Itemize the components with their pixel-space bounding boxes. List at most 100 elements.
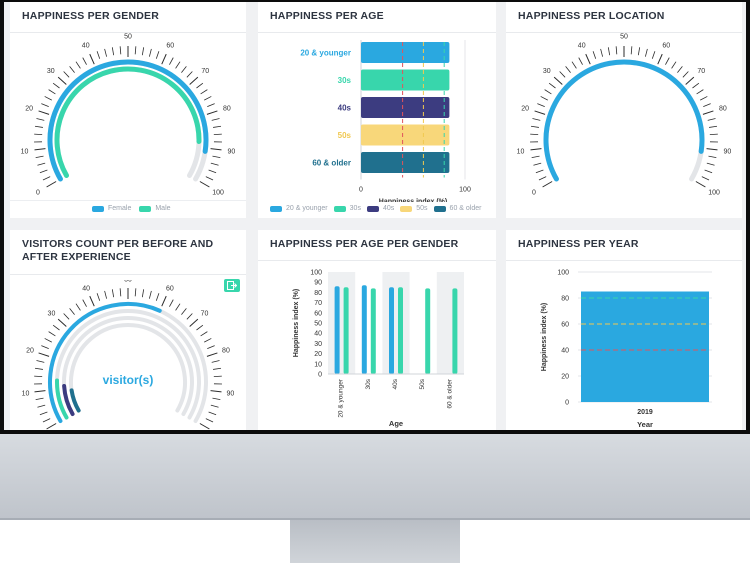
visitors-gauge: 0102030405060708090100visitor(s)	[22, 280, 234, 430]
gauge-tick	[169, 299, 174, 307]
gauge-tick-label: 100	[212, 190, 224, 197]
gauge-tick	[148, 290, 152, 299]
legend-label: Male	[155, 205, 171, 212]
category-label: 20 & younger	[300, 49, 351, 58]
gauge-tick-label: 30	[48, 311, 56, 318]
gauge-arc	[69, 388, 81, 413]
gauge-tick	[155, 51, 160, 59]
gauge-tick-label: 60	[166, 285, 174, 292]
gauge-tick	[96, 51, 101, 59]
gauge-tick-label: 10	[22, 390, 30, 397]
gauge-arc	[48, 302, 162, 423]
category-label: 2019	[637, 409, 653, 416]
card-title: HAPPINESS PER GENDER	[22, 10, 160, 22]
gauge-tick	[706, 162, 715, 166]
gauge-tick	[707, 118, 716, 121]
tick-label: 50	[314, 321, 322, 328]
gauge-tick	[677, 66, 683, 73]
gauge-tick	[36, 360, 45, 363]
legend-item[interactable]: 60 & older	[433, 205, 481, 212]
gauge-tick	[534, 110, 546, 115]
category-band	[328, 272, 356, 374]
gauge-center-label: visitor(s)	[103, 373, 154, 387]
gauge-tick	[213, 375, 222, 377]
gauge-tick	[82, 299, 87, 307]
location-gauge: 0 10 20 30 40 50 60 70 80 90 100	[517, 34, 732, 197]
bar	[425, 288, 431, 374]
gauge-tick	[63, 71, 70, 78]
legend-item[interactable]: 50s	[400, 205, 428, 212]
gauge-tick	[206, 110, 218, 115]
divider	[10, 200, 246, 201]
legend-swatch	[139, 205, 152, 212]
gauge-tick	[38, 110, 50, 115]
gauge-tick	[559, 71, 566, 78]
card-title: HAPPINESS PER AGE	[270, 10, 384, 22]
gauge-tick-label: 20	[25, 105, 33, 112]
bar	[361, 152, 450, 173]
gauge-tick-label: 50	[620, 34, 628, 41]
gauge-tick	[181, 308, 187, 315]
gauge-tick	[600, 48, 604, 57]
y-axis-label: Happiness index (%)	[293, 289, 300, 357]
gauge-tick	[533, 162, 542, 166]
gauge-tick	[42, 418, 51, 423]
legend-item[interactable]: Male	[139, 205, 171, 212]
bar	[361, 69, 450, 91]
gauge-tick-label: 0	[36, 190, 40, 197]
gender-gauge: 0 10 20 30 40 50 60 70 80 90 100	[21, 34, 236, 197]
gauge-tick	[189, 318, 199, 327]
gauge-track	[543, 59, 705, 182]
category-label: 40s	[392, 378, 399, 389]
tick-label: 10	[314, 361, 322, 368]
gauge-tick	[169, 57, 174, 65]
gauge-tick	[701, 176, 710, 181]
category-label: 30s	[338, 76, 352, 85]
tick-label: 80	[314, 290, 322, 297]
gauge-tick	[34, 148, 46, 151]
legend-label: 20 & younger	[286, 205, 328, 212]
gauge-tick	[537, 103, 545, 108]
card-visitors-count: VISITORS COUNT PER BEFORE AND AFTER EXPE…	[10, 230, 246, 430]
y-axis-label: Happiness index (%)	[541, 303, 548, 371]
gauge-arc	[62, 384, 75, 416]
gauge-tick	[199, 423, 210, 430]
gauge-tick	[207, 345, 215, 350]
gauge-tick	[186, 71, 193, 78]
gauge-tick	[208, 411, 217, 416]
card-happiness-per-age: HAPPINESS PER AGE 20 & younger 30s 40s 50s 6…	[258, 2, 496, 218]
gauge-tick	[89, 295, 95, 307]
gauge-tick-label: 30	[543, 68, 551, 75]
tick-label: 100	[557, 270, 569, 277]
bar	[343, 287, 349, 374]
gauge-tick	[96, 293, 101, 301]
legend-item[interactable]: Female	[92, 205, 131, 212]
divider	[10, 274, 246, 275]
divider	[258, 32, 496, 33]
gauge-tick-label: 20	[26, 348, 34, 355]
gauge-tick	[46, 423, 57, 430]
divider	[258, 260, 496, 261]
legend-item[interactable]: 40s	[366, 205, 394, 212]
x-axis-label: Happiness index (%)	[379, 199, 447, 203]
gauge-tick	[651, 51, 656, 59]
gauge-tick	[141, 289, 145, 298]
gauge-tick	[544, 89, 552, 95]
category-label: 60 & older	[446, 378, 453, 408]
tick-label: 40	[561, 348, 569, 355]
legend-item[interactable]: 20 & younger	[270, 205, 328, 212]
gauge-tick	[706, 148, 718, 151]
card-title: HAPPINESS PER AGE PER GENDER	[270, 238, 459, 250]
gauge-tick	[119, 288, 122, 297]
gauge-tick	[52, 324, 60, 331]
gauge-tick	[39, 411, 48, 416]
gauge-tick	[35, 397, 44, 401]
export-button[interactable]	[224, 279, 240, 292]
gauge-tick	[34, 375, 43, 377]
gauge-tick	[615, 46, 618, 55]
gauge-tick	[57, 318, 67, 327]
gauge-tick	[682, 71, 689, 78]
gauge-tick-label: 70	[201, 68, 209, 75]
gauge-tick-label: 50	[124, 280, 132, 284]
legend-item[interactable]: 30s	[333, 205, 361, 212]
